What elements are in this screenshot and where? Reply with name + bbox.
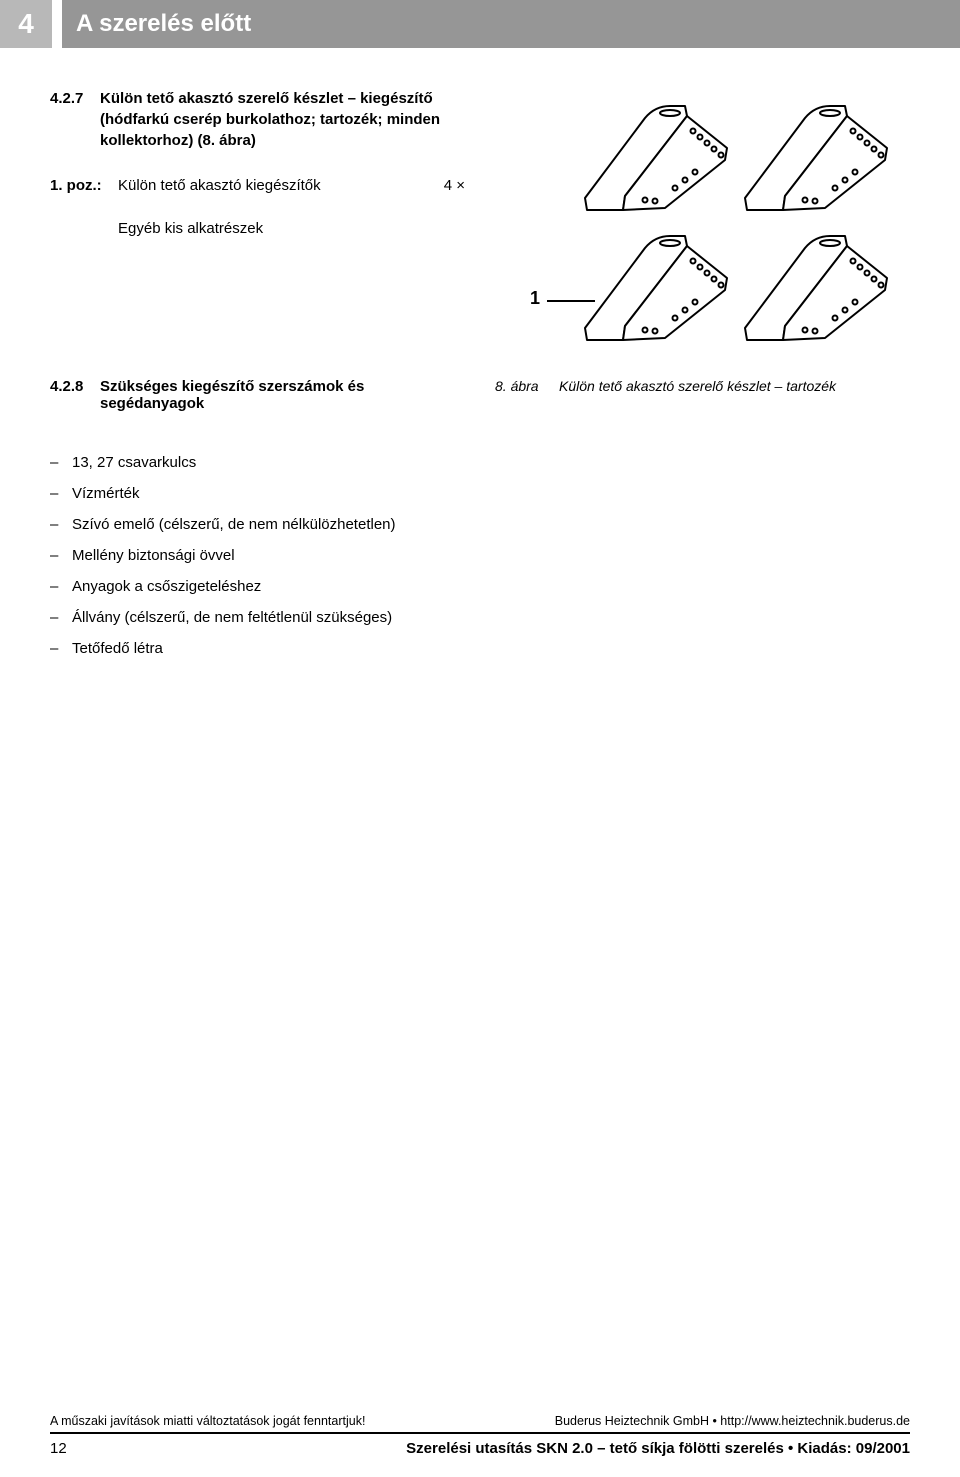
chapter-number: 4 bbox=[0, 0, 52, 48]
figure-marker: 1 bbox=[530, 288, 540, 309]
list-item: –Mellény biztonsági övvel bbox=[50, 547, 910, 564]
hanger-icon bbox=[735, 98, 895, 218]
position-row: 1. poz.: Külön tető akasztó kiegészítők … bbox=[50, 175, 465, 196]
page-number: 12 bbox=[50, 1440, 67, 1457]
right-column: 1 bbox=[495, 88, 910, 368]
subsection-title-text: Külön tető akasztó szerelő készlet – kie… bbox=[100, 88, 465, 151]
list-item: –Anyagok a csőszigeteléshez bbox=[50, 578, 910, 595]
position-qty: 4 × bbox=[415, 175, 465, 196]
dash-icon: – bbox=[50, 578, 72, 595]
footer-company: Buderus Heiztechnik GmbH • http://www.he… bbox=[555, 1414, 910, 1428]
left-column-2: 4.2.8 Szükséges kiegészítő szerszámok és… bbox=[50, 378, 465, 436]
list-text: Mellény biztonsági övvel bbox=[72, 547, 235, 564]
caption-number: 8. ábra bbox=[495, 378, 559, 394]
dash-icon: – bbox=[50, 516, 72, 533]
dash-icon: – bbox=[50, 485, 72, 502]
hanger-icon bbox=[575, 228, 735, 348]
position-desc: Külön tető akasztó kiegészítők bbox=[118, 175, 415, 196]
footer-disclaimer: A műszaki javítások miatti változtatások… bbox=[50, 1414, 365, 1428]
list-text: Állvány (célszerű, de nem feltétlenül sz… bbox=[72, 609, 392, 626]
list-item: –13, 27 csavarkulcs bbox=[50, 454, 910, 471]
figure-caption: 8. ábra Külön tető akasztó szerelő készl… bbox=[495, 378, 910, 394]
figure-leader-line bbox=[547, 300, 595, 302]
dash-icon: – bbox=[50, 640, 72, 657]
tools-list: –13, 27 csavarkulcs –Vízmérték –Szívó em… bbox=[0, 436, 960, 657]
position-label: 1. poz.: bbox=[50, 175, 118, 196]
right-column-2: 8. ábra Külön tető akasztó szerelő készl… bbox=[495, 378, 910, 436]
hanger-icon bbox=[575, 98, 735, 218]
list-text: 13, 27 csavarkulcs bbox=[72, 454, 196, 471]
list-item: –Vízmérték bbox=[50, 485, 910, 502]
footer-bottom-row: 12 Szerelési utasítás SKN 2.0 – tető sík… bbox=[50, 1434, 910, 1477]
subsection-num: 4.2.8 bbox=[50, 378, 100, 412]
list-item: –Szívó emelő (célszerű, de nem nélkülözh… bbox=[50, 516, 910, 533]
footer-top-row: A műszaki javítások miatti változtatások… bbox=[50, 1414, 910, 1434]
figure-hangers: 1 bbox=[495, 88, 895, 368]
chapter-title: A szerelés előtt bbox=[62, 0, 960, 48]
subsection-428: 4.2.8 Szükséges kiegészítő szerszámok és… bbox=[50, 378, 465, 412]
subsection-num: 4.2.7 bbox=[50, 88, 100, 151]
subsection-title-text: Szükséges kiegészítő szerszámok és segéd… bbox=[100, 378, 465, 412]
dash-icon: – bbox=[50, 547, 72, 564]
list-text: Szívó emelő (célszerű, de nem nélkülözhe… bbox=[72, 516, 396, 533]
dash-icon: – bbox=[50, 609, 72, 626]
list-item: –Állvány (célszerű, de nem feltétlenül s… bbox=[50, 609, 910, 626]
list-text: Tetőfedő létra bbox=[72, 640, 163, 657]
content-row-1: 4.2.7 Külön tető akasztó szerelő készlet… bbox=[0, 48, 960, 368]
subsection-427: 4.2.7 Külön tető akasztó szerelő készlet… bbox=[50, 88, 465, 151]
left-column: 4.2.7 Külön tető akasztó szerelő készlet… bbox=[50, 88, 465, 368]
chapter-header: 4 A szerelés előtt bbox=[0, 0, 960, 48]
other-parts-text: Egyéb kis alkatrészek bbox=[118, 218, 465, 239]
list-item: –Tetőfedő létra bbox=[50, 640, 910, 657]
content-row-2: 4.2.8 Szükséges kiegészítő szerszámok és… bbox=[0, 378, 960, 436]
caption-text: Külön tető akasztó szerelő készlet – tar… bbox=[559, 378, 836, 394]
dash-icon: – bbox=[50, 454, 72, 471]
doc-title: Szerelési utasítás SKN 2.0 – tető síkja … bbox=[406, 1440, 910, 1457]
list-text: Vízmérték bbox=[72, 485, 140, 502]
header-gap bbox=[52, 0, 62, 48]
hanger-icon bbox=[735, 228, 895, 348]
page-footer: A műszaki javítások miatti változtatások… bbox=[0, 1414, 960, 1477]
list-text: Anyagok a csőszigeteléshez bbox=[72, 578, 261, 595]
